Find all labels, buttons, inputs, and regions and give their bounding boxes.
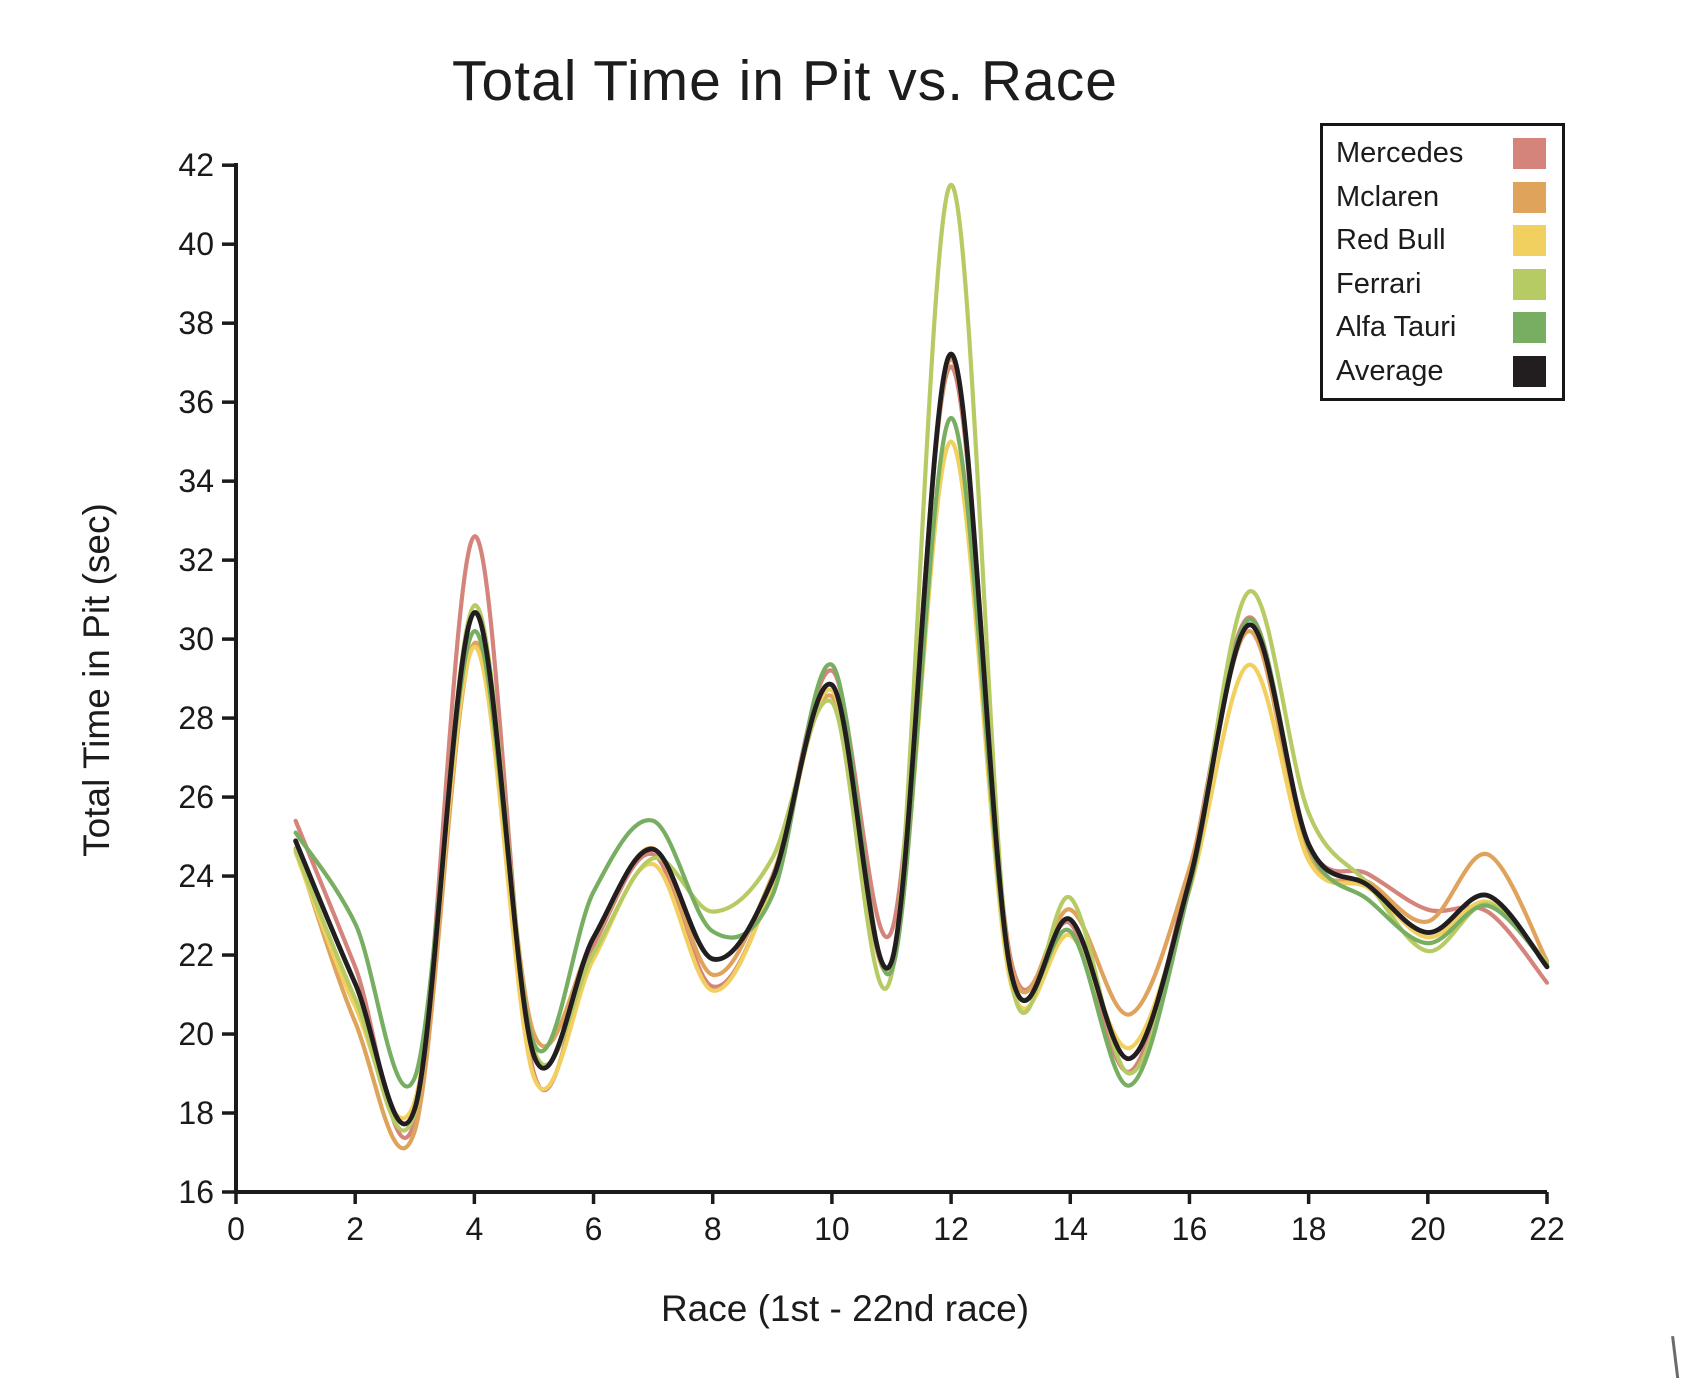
y-tick-label: 36 [178, 384, 214, 420]
x-tick-label: 6 [585, 1211, 603, 1247]
x-tick-label: 0 [227, 1211, 245, 1247]
series-line-average [293, 351, 1550, 1127]
y-tick-label: 38 [178, 305, 214, 341]
x-tick-label: 4 [465, 1211, 483, 1247]
legend-item-mclaren: Mclaren [1336, 176, 1546, 220]
legend-swatch-ferrari [1513, 268, 1546, 300]
legend-label-red-bull: Red Bull [1336, 224, 1446, 257]
legend-swatch-mercedes [1513, 138, 1546, 170]
y-tick-label: 30 [178, 621, 214, 657]
x-tick-label: 14 [1052, 1211, 1088, 1247]
y-tick-label: 42 [178, 147, 214, 183]
y-tick-label: 24 [178, 858, 214, 894]
x-tick-label: 20 [1410, 1211, 1446, 1247]
x-tick-label: 22 [1529, 1211, 1565, 1247]
x-tick-label: 8 [704, 1211, 722, 1247]
legend-label-average: Average [1336, 354, 1444, 387]
legend-item-alfa-tauri: Alfa Tauri [1336, 306, 1546, 350]
legend: Mercedes Mclaren Red Bull Ferrari Alfa Tauri… [1320, 123, 1565, 401]
y-tick-label: 26 [178, 779, 214, 815]
y-tick-label: 28 [178, 700, 214, 736]
legend-label-alfa-tauri: Alfa Tauri [1336, 311, 1457, 344]
y-tick-label: 40 [178, 226, 214, 262]
y-tick-label: 18 [178, 1095, 214, 1131]
series-line-mercedes [293, 364, 1550, 1140]
y-tick-label: 16 [178, 1174, 214, 1210]
y-tick-label: 32 [178, 542, 214, 578]
x-tick-label: 12 [933, 1211, 969, 1247]
legend-swatch-mclaren [1513, 181, 1546, 213]
legend-item-red-bull: Red Bull [1336, 219, 1546, 263]
legend-label-mercedes: Mercedes [1336, 137, 1464, 170]
y-tick-label: 34 [178, 463, 214, 499]
legend-swatch-red-bull [1513, 225, 1546, 257]
legend-item-mercedes: Mercedes [1336, 132, 1546, 176]
y-axis-label: Total Time in Pit (sec) [76, 503, 117, 857]
x-tick-label: 18 [1291, 1211, 1327, 1247]
y-tick-label: 20 [178, 1016, 214, 1052]
legend-item-average: Average [1336, 350, 1546, 394]
x-tick-label: 2 [346, 1211, 364, 1247]
series-line-mclaren [293, 356, 1550, 1151]
x-tick-label: 16 [1172, 1211, 1208, 1247]
x-axis-label: Race (1st - 22nd race) [660, 1288, 1030, 1329]
chart-title: Total Time in Pit vs. Race [452, 49, 1118, 113]
legend-label-mclaren: Mclaren [1336, 180, 1440, 213]
legend-swatch-alfa-tauri [1513, 312, 1546, 344]
legend-item-ferrari: Ferrari [1336, 263, 1546, 307]
legend-swatch-average [1513, 355, 1546, 387]
legend-label-ferrari: Ferrari [1336, 267, 1422, 300]
x-tick-label: 10 [814, 1211, 850, 1247]
y-tick-label: 22 [178, 937, 214, 973]
